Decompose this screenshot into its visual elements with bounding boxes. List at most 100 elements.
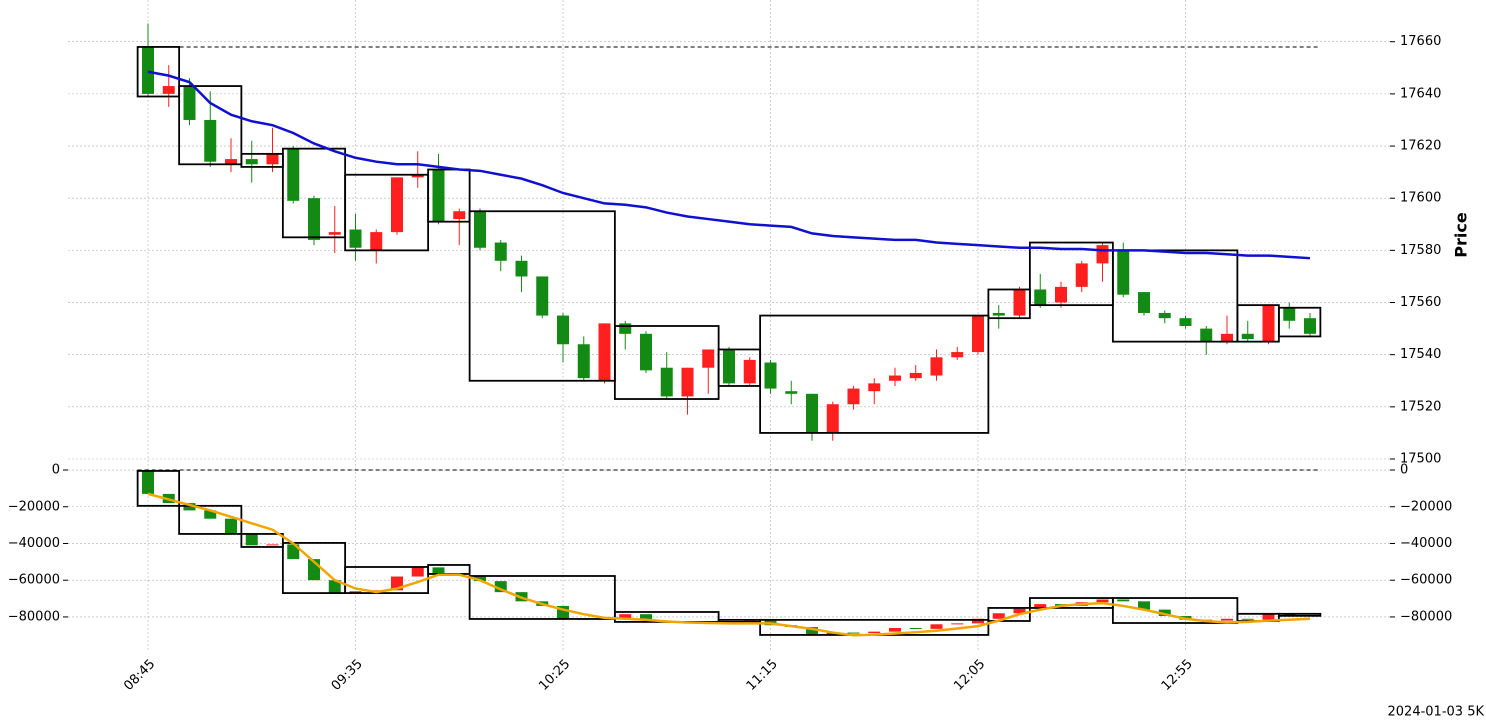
y-tick-label: −60000 [1400,573,1452,588]
candle-body [1034,289,1047,306]
candle-body [826,404,839,433]
candle-body [1075,263,1088,287]
candle-body [370,590,383,592]
x-tick-label: 12:55 [1159,657,1196,694]
candle-body [225,159,237,165]
candle-body [1034,604,1047,609]
candle-body [619,323,632,334]
candle-body [328,580,341,594]
y-tick-label: 17560 [1400,295,1441,310]
x-tick-label: 11:15 [744,657,781,694]
candle-body [681,367,694,397]
candle-body [1158,312,1171,319]
y-tick-label: 17660 [1400,34,1441,49]
y-tick-label: −40000 [8,536,60,551]
candle-body [1304,318,1316,334]
candle-body [142,46,154,94]
y-tick-label: 17500 [1400,452,1441,467]
candle-body [204,119,217,162]
candle-body [743,359,756,384]
candle-body [183,503,196,511]
candle-body [889,375,901,381]
y-axis-label: Price [1452,212,1471,258]
candle-body [930,624,943,629]
candle-body [930,357,943,376]
y-tick-label: −60000 [8,573,60,588]
candle-body [1158,609,1171,617]
candle-body [1096,245,1109,264]
candle-body [162,86,175,94]
candle-body [951,352,964,358]
candle-body [951,623,964,625]
candle-body [432,567,445,574]
candle-body [992,613,1005,619]
candle-body [349,229,362,248]
candle-body [1200,328,1213,342]
y-tick-label: 17600 [1400,191,1441,206]
x-tick-label: 12:05 [951,657,988,694]
candle-body [474,211,486,248]
candle-body [847,632,860,634]
candle-body [992,312,1005,316]
candle-body [640,333,652,371]
candle-body [349,591,362,594]
y-tick-label: 0 [52,463,60,478]
candle-body [245,159,258,165]
candle-body [868,631,881,634]
candle-body [225,518,237,534]
zone-box [136,46,181,98]
candle-body [598,323,611,381]
line [147,70,1311,260]
line [147,492,1311,637]
candle-body [515,260,528,277]
candle-body [557,315,569,345]
zone-box [427,168,471,223]
candle-body [577,344,590,379]
candle-body [370,232,383,251]
zone-box [1277,306,1322,338]
y-tick-label: 17640 [1400,86,1441,101]
y-tick-label: 17540 [1400,347,1441,362]
candle-body [1179,318,1192,326]
candle-body [204,510,217,519]
candle-body [764,362,777,389]
candle-body [1283,614,1296,616]
candle-body [1138,601,1150,610]
candle-body [785,391,798,394]
candle-body [972,315,984,353]
candle-body [1241,333,1254,340]
zone-box [987,607,1031,622]
candle-body [1262,614,1275,620]
zone-box [1111,249,1239,343]
candle-body [494,242,507,261]
zone-box [468,210,616,382]
candle-body [287,544,300,560]
y-tick-label: −40000 [1400,536,1452,551]
candle-body [1096,599,1109,603]
zone-box [1111,597,1239,624]
y-tick-label: −80000 [1400,609,1452,624]
candle-body [889,627,901,632]
zone-box [1277,612,1322,617]
candle-body [806,393,818,433]
candle-body [1117,250,1130,295]
candle-body [972,618,984,624]
candle-body [660,367,673,397]
candle-body [245,533,258,546]
zone-box [178,85,243,166]
y-tick-label: −80000 [8,609,60,624]
candle-body [640,614,652,621]
candle-body [909,627,922,629]
candle-body [411,174,424,178]
candle-body [619,614,632,619]
y-tick-label: −20000 [1400,499,1452,514]
x-tick-label: 09:35 [329,657,366,694]
candle-body [909,372,922,379]
candle-body [868,383,881,392]
candle-body [1013,608,1026,614]
y-tick-label: −20000 [8,499,60,514]
zone-box [759,314,990,434]
candle-body [432,169,445,222]
zone-box [468,575,616,620]
